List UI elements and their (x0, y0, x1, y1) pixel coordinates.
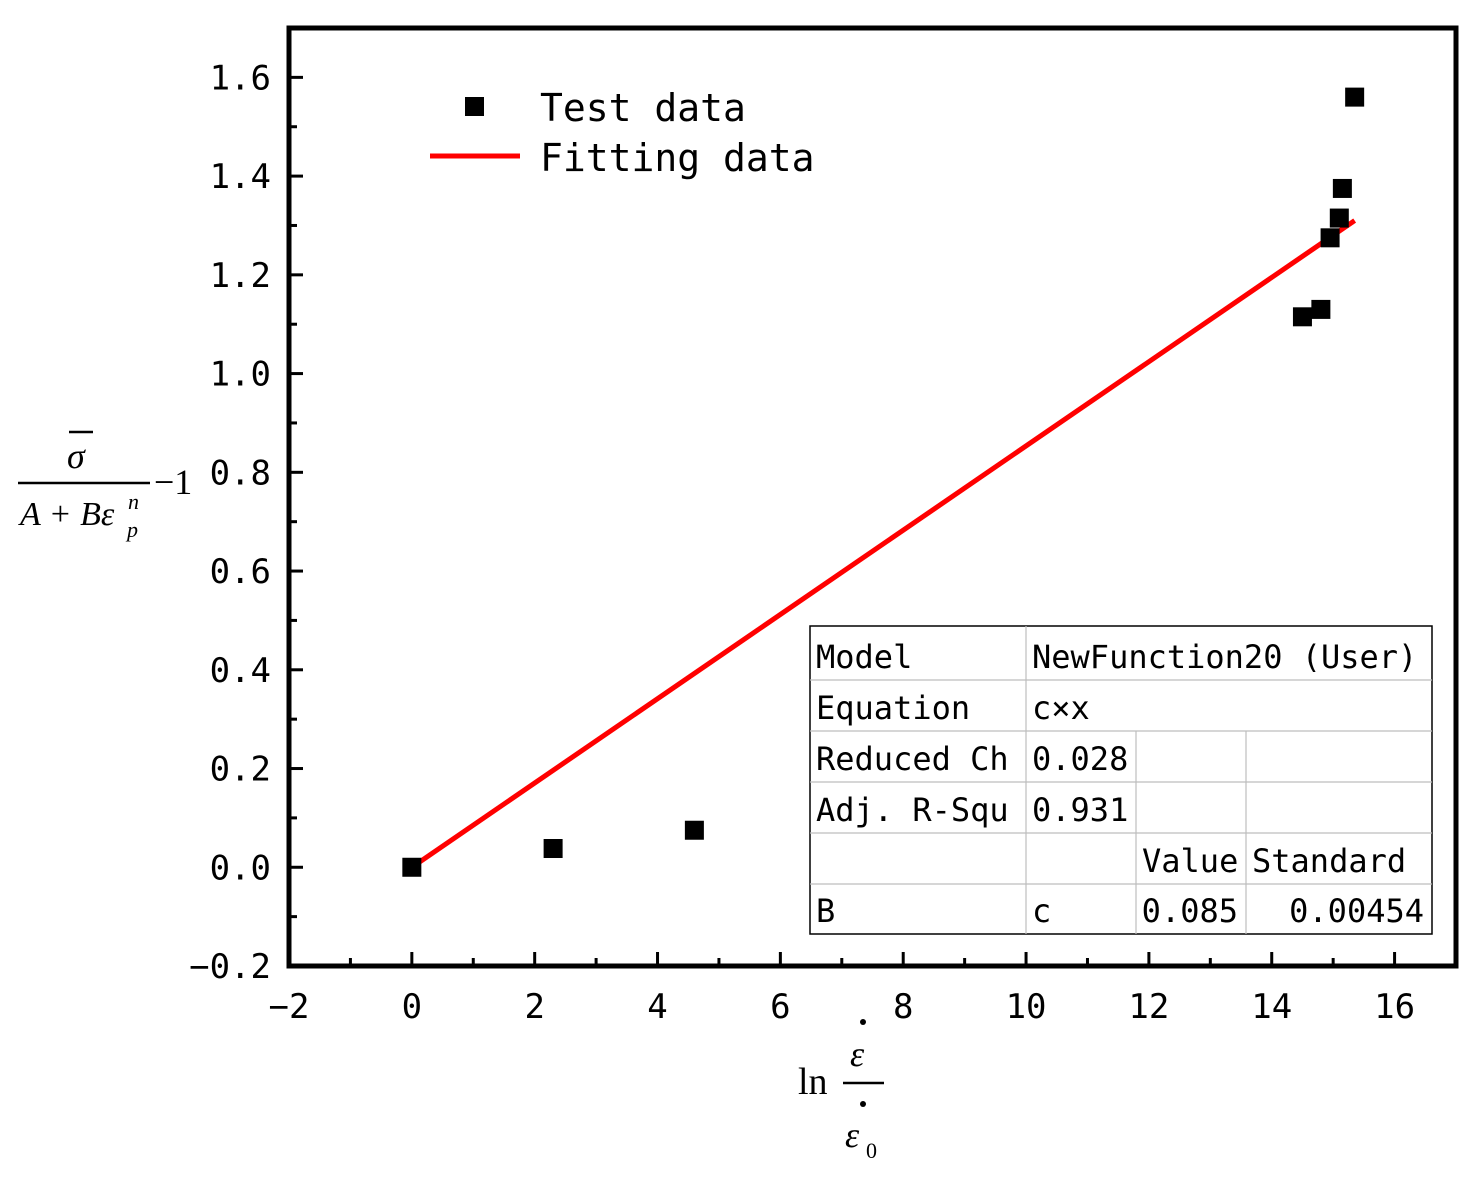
x-tick-label: 2 (524, 987, 544, 1027)
x-label-prefix: ln (798, 1061, 828, 1103)
fit-table: Model NewFunction20 (User) Equation c×x Redu… (809, 625, 1433, 935)
y-tick-label: 0.0 (210, 848, 271, 888)
fit-table-cell: Adj. R-Squ (816, 791, 1009, 829)
fit-table-cell: Standard (1252, 842, 1406, 880)
legend-label-test-data: Test data (540, 86, 746, 130)
x-label-dot-bottom (860, 1101, 866, 1107)
y-label-numerator: σ (67, 436, 86, 476)
x-label-denominator: ε (845, 1115, 860, 1155)
y-tick-label: 0.6 (210, 552, 271, 592)
test-data-point (1329, 208, 1349, 228)
legend: Test data Fitting data (430, 86, 815, 180)
x-axis-label: ln ε ε 0 (798, 1019, 884, 1163)
fit-table-cell: c (1032, 892, 1051, 930)
fit-table-cell: 0.028 (1032, 740, 1128, 778)
test-data-point (543, 839, 563, 859)
fit-table-cell: 0.085 (1142, 892, 1238, 930)
axis-tick-labels: −0.2 0.0 0.2 0.4 0.6 0.8 1.0 1.2 1.4 1.6 −2 0 2 4 6 8 10… (189, 58, 1415, 1027)
y-tick-label: 1.6 (210, 58, 271, 98)
test-data-point (402, 857, 422, 877)
x-tick-label: 4 (647, 987, 667, 1027)
fit-table-cell: B (816, 892, 835, 930)
fit-table-cell: 0.931 (1032, 791, 1128, 829)
test-data-point (1311, 299, 1331, 319)
y-axis-label: σ A + Bε n p −1 (18, 430, 192, 542)
fit-line-series (410, 218, 1357, 870)
fit-table-cell: 0.00454 (1289, 892, 1424, 930)
x-tick-label: 14 (1251, 987, 1292, 1027)
test-data-point (684, 820, 704, 840)
x-tick-label: 6 (770, 987, 790, 1027)
y-tick-label: 0.2 (210, 750, 271, 790)
y-label-denominator-sup: n (128, 489, 139, 514)
fit-table-cell: Value (1142, 842, 1238, 880)
y-tick-label: −0.2 (189, 947, 271, 987)
test-data-point (1292, 307, 1312, 327)
y-tick-label: 0.8 (210, 453, 271, 493)
legend-label-fitting-data: Fitting data (540, 136, 815, 180)
test-data-points (402, 87, 1365, 877)
fit-table-cell: NewFunction20 (User) (1032, 638, 1417, 676)
fit-table-cells: Model NewFunction20 (User) Equation c×x Redu… (816, 638, 1424, 930)
axis-ticks (287, 75, 1397, 968)
x-tick-label: 12 (1128, 987, 1169, 1027)
y-tick-label: 0.4 (210, 651, 271, 691)
fit-table-gridlines (810, 626, 1432, 934)
x-tick-label: 8 (893, 987, 913, 1027)
y-tick-label: 1.2 (210, 256, 271, 296)
x-tick-label: −2 (269, 987, 310, 1027)
x-tick-label: 0 (402, 987, 422, 1027)
x-tick-label: 10 (1006, 987, 1047, 1027)
test-data-point (1345, 87, 1365, 107)
plot-frame (286, 25, 1459, 969)
test-data-point (1320, 228, 1340, 248)
y-label-denominator: A + Bε (18, 496, 115, 533)
y-tick-label: 1.4 (210, 157, 271, 197)
y-label-suffix: −1 (154, 462, 192, 502)
x-tick-label: 16 (1374, 987, 1415, 1027)
fit-table-cell: Equation (816, 689, 970, 727)
y-label-denominator-sub: p (125, 517, 138, 542)
x-label-denominator-sub: 0 (866, 1138, 877, 1163)
fit-table-border (809, 625, 1433, 935)
legend-marker-square (465, 97, 484, 116)
test-data-point (1332, 178, 1352, 198)
x-label-numerator: ε (850, 1034, 865, 1074)
fit-table-cell: c×x (1032, 689, 1090, 727)
fit-table-cell: Model (816, 638, 912, 676)
fit-table-cell: Reduced Ch (816, 740, 1009, 778)
y-tick-label: 1.0 (210, 355, 271, 395)
x-label-dot-top (860, 1019, 866, 1025)
